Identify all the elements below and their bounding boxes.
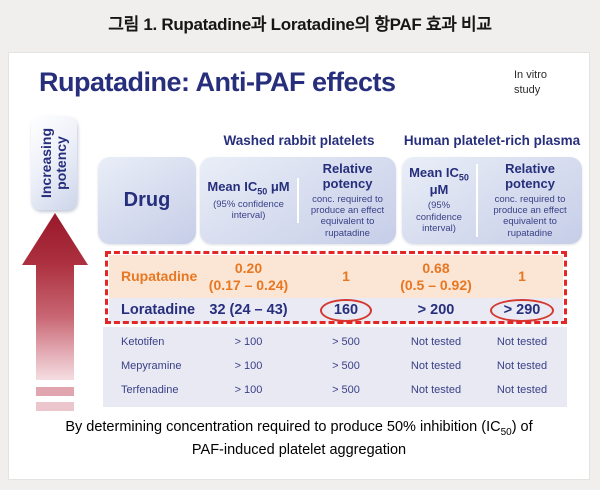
rupatadine-relative-human: 1 bbox=[518, 268, 526, 285]
rabbit-columns-header: Mean IC50 μM (95% confidence interval) R… bbox=[200, 157, 396, 244]
in-vitro-note-line1: In vitro bbox=[514, 69, 548, 81]
table-row-loratadine: Loratadine 32 (24 – 43) 160 > 200 > 290 bbox=[109, 298, 563, 323]
column-group-human: Human platelet-rich plasma bbox=[403, 133, 581, 148]
drug-name: Terfenadine bbox=[121, 384, 179, 397]
red-dashed-highlight bbox=[105, 251, 567, 324]
figure-title: 그림 1. Rupatadine과 Loratadine의 항PAF 효과 비교 bbox=[108, 15, 492, 34]
drug-header-label: Drug bbox=[123, 189, 171, 211]
human-columns-header: Mean IC50 μM (95% confidence interval) R… bbox=[402, 157, 582, 244]
table-row-terfenadine: Terfenadine > 100 > 500 Not tested Not t… bbox=[109, 384, 563, 397]
rupatadine-ic50-rabbit: 0.20 (0.17 – 0.24) bbox=[208, 259, 289, 293]
table-row-ketotifen: Ketotifen > 100 > 500 Not tested Not tes… bbox=[109, 336, 563, 349]
up-arrow-body bbox=[36, 264, 74, 380]
drug-name: Rupatadine bbox=[121, 268, 198, 285]
slide: Rupatadine: Anti-PAF effects In vitro st… bbox=[8, 52, 590, 480]
figure-caption: By determining concentration required to… bbox=[65, 419, 533, 459]
up-arrow-icon bbox=[22, 213, 88, 265]
rabbit-mean-ic50-header: Mean IC50 μM (95% confidence interval) bbox=[200, 177, 299, 224]
increasing-potency-text: Increasing potency bbox=[37, 127, 69, 199]
loratadine-ic50-human: > 200 bbox=[417, 301, 455, 318]
arrow-fade-dash bbox=[36, 387, 74, 396]
arrow-fade-dash bbox=[36, 402, 74, 411]
human-relative-potency-header: Relative potency conc. required to produ… bbox=[493, 160, 567, 239]
table-row-rupatadine: Rupatadine 0.20 (0.17 – 0.24) 1 0.68 (0.… bbox=[109, 255, 563, 298]
drug-name: Loratadine bbox=[121, 301, 196, 318]
other-drugs-block: Ketotifen > 100 > 500 Not tested Not tes… bbox=[103, 327, 567, 407]
loratadine-ic50-rabbit: 32 (24 – 43) bbox=[209, 301, 288, 318]
increasing-potency-label: Increasing potency bbox=[31, 116, 77, 210]
human-mean-ic50-header: Mean IC50 μM (95% confidence interval) bbox=[402, 164, 478, 237]
rupatadine-ic50-human: 0.68 (0.5 – 0.92) bbox=[400, 259, 472, 293]
drug-column-header: Drug bbox=[98, 157, 196, 244]
rabbit-relative-potency-header: Relative potency conc. required to produ… bbox=[310, 160, 385, 239]
table-row-mepyramine: Mepyramine > 100 > 500 Not tested Not te… bbox=[109, 360, 563, 373]
in-vitro-note: In vitro study bbox=[514, 68, 547, 98]
drug-name: Ketotifen bbox=[121, 336, 165, 349]
drug-name: Mepyramine bbox=[121, 360, 182, 373]
in-vitro-note-line2: study bbox=[514, 83, 541, 96]
slide-title: Rupatadine: Anti-PAF effects bbox=[39, 67, 396, 97]
column-group-rabbit: Washed rabbit platelets bbox=[223, 133, 375, 148]
rupatadine-relative-rabbit: 1 bbox=[342, 268, 350, 285]
